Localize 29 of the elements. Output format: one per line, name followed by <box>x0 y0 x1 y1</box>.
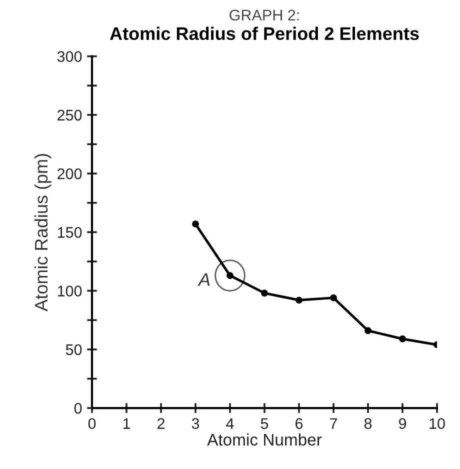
y-tick-label: 50 <box>66 344 82 356</box>
point <box>330 294 337 302</box>
y-tick-label: 150 <box>58 227 82 238</box>
x-tick-label: 6 <box>296 418 303 429</box>
y-tick-label: 0 <box>74 402 82 414</box>
y-tick-label: 300 <box>57 51 82 62</box>
chart-title: GRAPH 2: <box>230 10 299 21</box>
point <box>296 296 302 304</box>
y-tick-label: 250 <box>58 110 82 121</box>
x-axis-title: Atomic Number <box>207 433 322 446</box>
point <box>364 327 372 334</box>
y-tick-label: 200 <box>58 168 82 180</box>
y-tick-label: 100 <box>58 286 82 296</box>
x-tick-label: 1 <box>123 418 130 429</box>
x-tick-label: 3 <box>192 418 200 429</box>
x-tick-label: 10 <box>430 418 445 429</box>
y-axis-title: Atomic Radius (pm) <box>34 154 52 312</box>
x-tick-label: 7 <box>330 418 337 429</box>
x-tick-label: 9 <box>398 418 406 429</box>
point <box>192 220 199 228</box>
chart-subtitle: Atomic Radius of Period 2 Elements <box>110 26 419 40</box>
x-tick-label: 2 <box>158 418 164 429</box>
x-tick-label: 0 <box>88 418 96 429</box>
x-tick-label: 4 <box>226 418 234 429</box>
point <box>261 290 268 297</box>
x-tick-label: 5 <box>260 418 268 429</box>
annotation: A <box>198 273 210 286</box>
x-tick-label: 8 <box>364 418 372 429</box>
point <box>399 335 406 342</box>
